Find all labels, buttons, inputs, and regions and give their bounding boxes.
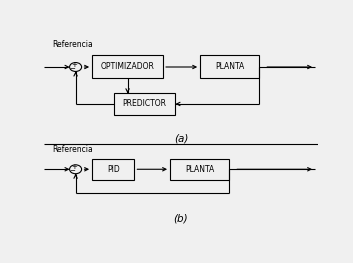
Text: PID: PID	[107, 165, 120, 174]
Circle shape	[70, 165, 82, 174]
Text: OPTIMIZADOR: OPTIMIZADOR	[101, 62, 155, 71]
Text: PLANTA: PLANTA	[215, 62, 244, 71]
Bar	[92, 55, 163, 78]
Text: −: −	[70, 169, 76, 174]
Bar	[170, 159, 229, 180]
Circle shape	[70, 63, 82, 72]
Text: Referencia: Referencia	[52, 145, 93, 154]
Text: PLANTA: PLANTA	[185, 165, 214, 174]
Text: (b): (b)	[174, 214, 188, 224]
Text: PREDICTOR: PREDICTOR	[122, 99, 167, 108]
Bar	[92, 159, 134, 180]
Text: +: +	[71, 164, 77, 170]
Bar	[200, 55, 259, 78]
Text: Referencia: Referencia	[52, 40, 93, 49]
Text: (a): (a)	[174, 134, 188, 144]
Text: −: −	[70, 66, 76, 72]
Text: +: +	[71, 62, 77, 68]
Bar	[114, 93, 175, 115]
